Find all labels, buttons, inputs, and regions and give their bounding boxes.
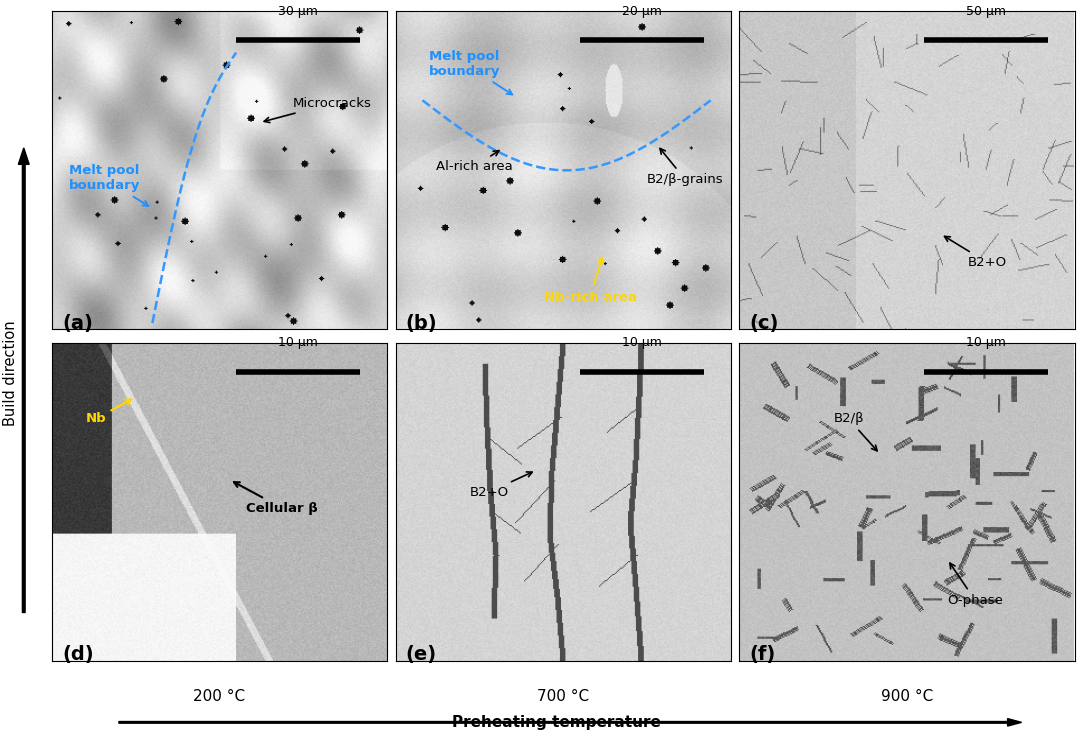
Text: Nb-rich area: Nb-rich area: [543, 258, 636, 304]
Text: 900 °C: 900 °C: [881, 689, 933, 704]
Text: 700 °C: 700 °C: [537, 689, 590, 704]
Text: B2+O: B2+O: [945, 236, 1007, 269]
Text: 10 μm: 10 μm: [279, 336, 319, 350]
Text: (e): (e): [406, 645, 436, 664]
Text: Nb: Nb: [85, 400, 131, 426]
Text: 10 μm: 10 μm: [966, 336, 1005, 350]
Text: 50 μm: 50 μm: [966, 4, 1005, 18]
Text: (d): (d): [62, 645, 94, 664]
Text: Melt pool
boundary: Melt pool boundary: [69, 164, 148, 206]
Text: (c): (c): [750, 314, 779, 332]
Text: 30 μm: 30 μm: [279, 4, 319, 18]
Text: Cellular β: Cellular β: [234, 482, 318, 515]
Text: O-phase: O-phase: [947, 563, 1003, 607]
Text: B2/β: B2/β: [834, 412, 877, 450]
Text: Al-rich area: Al-rich area: [436, 151, 513, 173]
Text: Build direction: Build direction: [3, 320, 18, 427]
Text: 200 °C: 200 °C: [193, 689, 245, 704]
Text: B2/β-grains: B2/β-grains: [647, 149, 724, 186]
Text: (a): (a): [62, 314, 93, 332]
Text: Microcracks: Microcracks: [265, 96, 372, 123]
Text: (f): (f): [750, 645, 775, 664]
Text: (b): (b): [406, 314, 437, 332]
Text: Melt pool
boundary: Melt pool boundary: [429, 50, 512, 95]
Text: Preheating temperature: Preheating temperature: [451, 715, 661, 730]
Text: B2+O: B2+O: [470, 472, 532, 498]
Text: 10 μm: 10 μm: [622, 336, 662, 350]
Text: 20 μm: 20 μm: [622, 4, 662, 18]
